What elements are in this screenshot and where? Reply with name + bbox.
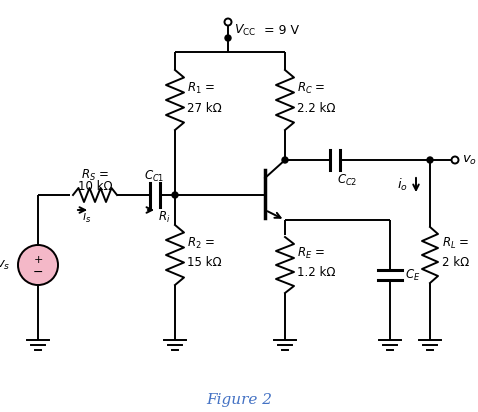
Text: $C_{C1}$: $C_{C1}$	[144, 169, 164, 184]
Circle shape	[282, 157, 288, 163]
Circle shape	[18, 245, 58, 285]
Text: $R_1$ =: $R_1$ =	[187, 80, 215, 96]
Text: $C_{C2}$: $C_{C2}$	[337, 173, 358, 187]
Text: $R_2$ =: $R_2$ =	[187, 235, 215, 250]
Text: $v_o$: $v_o$	[462, 153, 477, 166]
Text: 10 kΩ: 10 kΩ	[78, 180, 112, 192]
Text: $R_C$ =: $R_C$ =	[297, 80, 326, 96]
Text: $i_o$: $i_o$	[397, 177, 408, 193]
Circle shape	[172, 192, 178, 198]
Circle shape	[225, 35, 231, 41]
Circle shape	[427, 157, 433, 163]
Text: +: +	[33, 255, 43, 265]
Text: $R_E$ =: $R_E$ =	[297, 246, 325, 260]
Text: $i_s$: $i_s$	[82, 209, 92, 225]
Text: 2.2 kΩ: 2.2 kΩ	[297, 101, 336, 115]
Text: = 9 V: = 9 V	[264, 23, 299, 37]
Text: −: −	[33, 265, 43, 279]
Text: 1.2 kΩ: 1.2 kΩ	[297, 267, 336, 279]
Text: $R_S$ =: $R_S$ =	[81, 167, 109, 183]
Text: $R_L$ =: $R_L$ =	[442, 235, 469, 250]
Text: $C_E$: $C_E$	[405, 267, 421, 283]
Text: $V_\mathrm{CC}$: $V_\mathrm{CC}$	[234, 22, 256, 37]
Text: 27 kΩ: 27 kΩ	[187, 101, 222, 115]
Text: Figure 2: Figure 2	[206, 393, 272, 407]
Text: $v_s$: $v_s$	[0, 258, 10, 272]
Text: $R_i$: $R_i$	[158, 209, 171, 225]
Text: 2 kΩ: 2 kΩ	[442, 257, 469, 269]
Text: 15 kΩ: 15 kΩ	[187, 257, 222, 269]
